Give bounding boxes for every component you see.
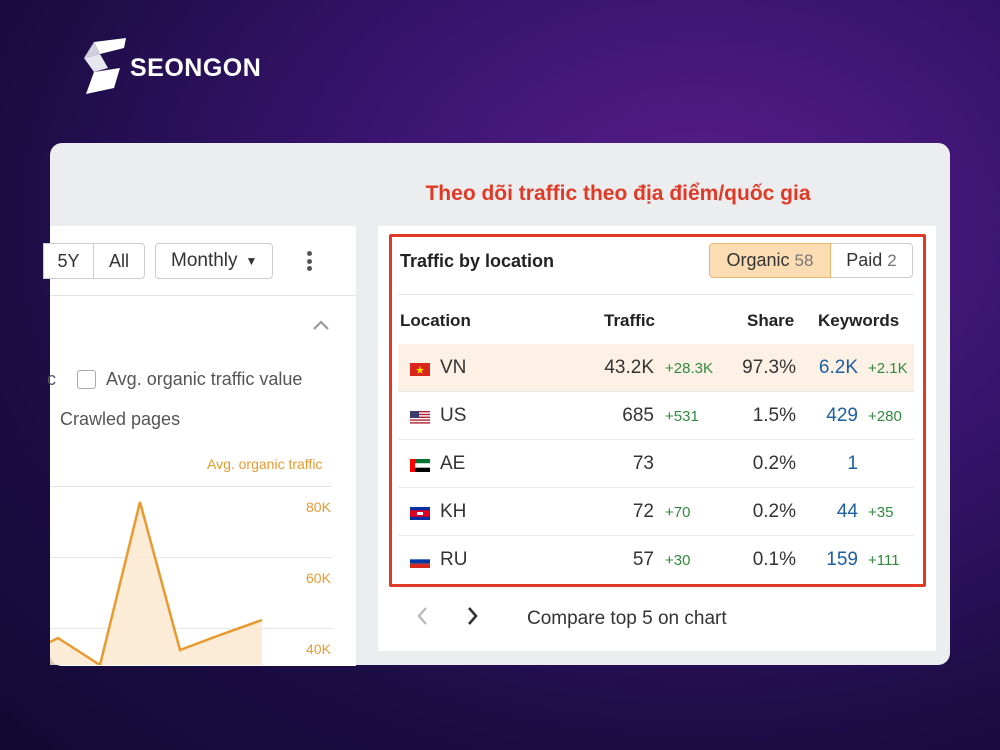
russia-flag-icon xyxy=(410,555,430,568)
traffic-line-chart xyxy=(50,501,263,665)
highlight-box xyxy=(389,234,926,587)
share-value: 97.3% xyxy=(742,357,796,378)
page-heading: Theo dõi traffic theo địa điểm/quốc gia xyxy=(425,182,811,205)
traffic-value: 57 xyxy=(632,549,654,570)
paid-toggle-label: Paid xyxy=(846,250,883,270)
column-header-location[interactable]: Location xyxy=(400,311,471,330)
organic-toggle[interactable]: Organic 58 xyxy=(709,243,831,278)
divider xyxy=(398,294,914,295)
country-code: US xyxy=(440,405,467,426)
keywords-link[interactable]: 6.2K xyxy=(818,357,858,378)
gridline xyxy=(50,628,332,629)
traffic-value: 43.2K xyxy=(604,357,654,378)
table-row[interactable]: RU 57 +30 0.1% 159 +111 xyxy=(398,536,914,584)
seongon-logo-mark xyxy=(84,38,126,94)
cambodia-flag-icon xyxy=(410,507,430,520)
period-select[interactable]: Monthly ▼ xyxy=(155,243,273,279)
crawled-pages-label: Crawled pages xyxy=(60,409,181,429)
share-value: 0.1% xyxy=(752,549,796,570)
period-select-value: Monthly xyxy=(171,250,238,271)
country-code: VN xyxy=(440,357,467,378)
share-value: 0.2% xyxy=(752,501,796,522)
keywords-delta: +2.1K xyxy=(868,360,908,377)
traffic-value: 72 xyxy=(632,501,654,522)
y-tick-60k: 60K xyxy=(306,570,331,586)
chevron-right-icon[interactable] xyxy=(466,605,480,633)
table-row[interactable]: VN 43.2K +28.3K 97.3% 6.2K +2.1K xyxy=(398,344,914,392)
traffic-delta: +30 xyxy=(665,552,691,569)
traffic-delta: +531 xyxy=(665,408,699,425)
checkbox-partial-label: c xyxy=(47,369,56,389)
keywords-link[interactable]: 429 xyxy=(826,405,858,426)
country-code: RU xyxy=(440,549,468,570)
panel-title: Traffic by location xyxy=(400,251,555,271)
keywords-link[interactable]: 1 xyxy=(847,453,858,474)
keywords-link[interactable]: 44 xyxy=(836,501,858,522)
more-options-icon[interactable] xyxy=(300,248,318,274)
range-all-button[interactable]: All xyxy=(94,243,145,279)
avg-organic-traffic-value-checkbox[interactable] xyxy=(77,370,96,389)
table-row[interactable]: AE 73 0.2% 1 xyxy=(398,440,914,488)
compare-top-5-link[interactable]: Compare top 5 on chart xyxy=(527,608,727,629)
country-code: AE xyxy=(440,453,466,474)
keywords-delta: +280 xyxy=(868,408,902,425)
share-value: 0.2% xyxy=(752,453,796,474)
avg-organic-traffic-value-label: Avg. organic traffic value xyxy=(106,369,303,389)
brand-name: SEONGON xyxy=(130,53,262,82)
chevron-left-icon[interactable] xyxy=(415,605,429,633)
vietnam-flag-icon xyxy=(410,363,430,376)
column-header-traffic[interactable]: Traffic xyxy=(604,311,656,330)
paid-count: 2 xyxy=(887,250,897,270)
keywords-delta: +35 xyxy=(868,504,894,521)
gridline xyxy=(50,557,332,558)
traffic-area xyxy=(50,502,262,665)
share-value: 1.5% xyxy=(752,405,796,426)
traffic-chart-panel xyxy=(50,226,356,666)
traffic-by-location-panel xyxy=(378,226,936,651)
column-header-keywords[interactable]: Keywords xyxy=(818,311,900,330)
paid-toggle[interactable]: Paid 2 xyxy=(831,243,913,278)
table-row[interactable]: KH 72 +70 0.2% 44 +35 xyxy=(398,488,914,536)
y-tick-80k: 80K xyxy=(306,499,331,515)
uae-flag-icon xyxy=(410,459,430,472)
traffic-value: 73 xyxy=(632,453,654,474)
divider xyxy=(50,295,356,296)
keywords-delta: +111 xyxy=(868,552,900,569)
traffic-delta: +70 xyxy=(665,504,691,521)
caret-down-icon: ▼ xyxy=(245,254,258,268)
series-label: Avg. organic traffic xyxy=(207,456,323,472)
traffic-type-toggle: Organic 58 Paid 2 xyxy=(709,243,913,278)
keywords-link[interactable]: 159 xyxy=(826,549,858,570)
gridline xyxy=(50,486,332,487)
organic-count: 58 xyxy=(794,250,814,270)
organic-toggle-label: Organic xyxy=(726,250,790,270)
country-code: KH xyxy=(440,501,467,522)
traffic-delta: +28.3K xyxy=(665,360,713,377)
traffic-value: 685 xyxy=(622,405,654,426)
us-flag-icon xyxy=(410,411,430,424)
range-5y-button[interactable]: 5Y xyxy=(43,243,94,279)
table-row[interactable]: US 685 +531 1.5% 429 +280 xyxy=(398,392,914,440)
chevron-up-icon[interactable] xyxy=(311,316,331,337)
seongon-logo: SEONGON xyxy=(80,38,261,98)
column-header-share[interactable]: Share xyxy=(747,311,795,330)
y-tick-40k: 40K xyxy=(306,641,331,657)
range-selector: 5Y All xyxy=(43,243,145,279)
traffic-line xyxy=(50,501,263,665)
